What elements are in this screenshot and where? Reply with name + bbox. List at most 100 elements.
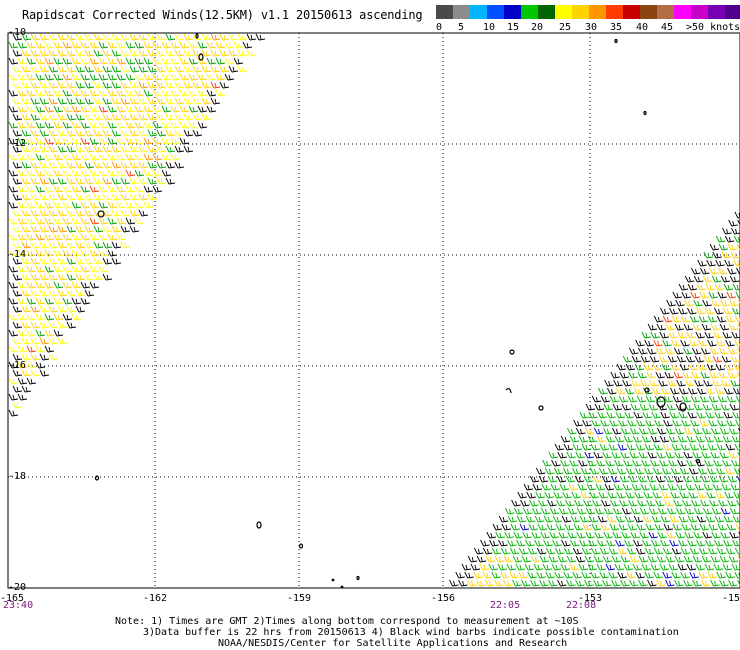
wind-barb [516,515,527,523]
wind-barb [696,283,707,291]
wind-barb [728,451,738,459]
wind-barb [17,265,28,273]
wind-barb [111,241,122,249]
wind-barb [715,491,725,499]
wind-barb [686,563,697,571]
wind-barb [8,297,19,305]
wind-barb [674,323,685,331]
wind-barb [683,323,694,331]
wind-barb [633,411,643,419]
wind-barb [17,393,28,401]
wind-barb [66,193,77,201]
wind-barb [656,347,666,355]
wind-barb [738,299,740,304]
wind-barb [21,337,32,345]
wind-barb [733,363,740,371]
wind-barb [545,571,555,579]
wind-barb [643,363,654,371]
wind-barb [482,547,493,555]
colorbar-segment [470,5,487,19]
wind-barb [655,371,665,379]
wind-barb [614,459,624,467]
wind-barb [62,169,73,177]
wind-barb [21,289,32,297]
wind-barb [8,41,19,49]
wind-barb [120,241,131,249]
wind-barb [603,403,614,411]
wind-barb [138,209,149,217]
wind-barb [546,523,557,531]
wind-barb [581,547,592,555]
wind-barb [30,49,41,57]
wind-barb [35,313,46,321]
wind-barb [17,217,28,225]
wind-barb [592,499,602,507]
wind-barb [30,257,41,265]
wind-barb [727,267,737,275]
wind-barb [62,281,73,289]
wind-barb [529,499,539,507]
wind-barb [665,347,675,355]
wind-barb [120,49,131,57]
wind-barb [183,65,194,73]
wind-barb [89,265,100,273]
wind-barb [98,249,109,257]
colorbar-segment [504,5,521,19]
wind-barb [53,153,64,161]
wind-barb [582,419,592,427]
wind-barb [622,379,632,387]
wind-barb [660,539,670,547]
wind-barb [39,129,50,137]
wind-barb [571,467,582,475]
island [644,387,650,393]
wind-barb [621,531,631,539]
wind-barb [615,539,625,547]
wind-barb [120,145,131,153]
wind-barb [719,579,729,587]
wind-barb [677,563,688,571]
wind-barb [44,233,55,241]
wind-barb [143,153,154,161]
wind-barb [8,121,19,129]
wind-barb [66,321,77,329]
wind-barb [30,305,41,313]
wind-barb [120,129,131,137]
wind-barb [89,169,100,177]
wind-barb [703,483,714,491]
wind-barb [57,257,68,265]
wind-barb [635,443,646,451]
wind-barb [26,201,37,209]
wind-barb [677,331,687,339]
wind-barb [170,137,181,145]
wind-barb [102,209,113,217]
wind-barb [698,339,708,347]
wind-barb [174,49,185,57]
wind-barb [711,427,721,435]
wind-barb [712,251,722,259]
island [195,33,199,39]
wind-barb [156,129,167,137]
wind-barb [515,563,526,571]
wind-barb [125,201,136,209]
wind-barb [734,547,740,555]
islands [94,33,701,589]
wind-barb [66,113,77,121]
wind-barb [698,571,708,579]
wind-barb [44,153,55,161]
wind-barb [26,185,37,193]
wind-barb [120,113,131,121]
wind-barb [71,41,82,49]
wind-barb [572,571,582,579]
wind-barb [147,113,158,121]
wind-barb [707,571,717,579]
colorbar-segment [555,5,572,19]
wind-barb [89,57,100,65]
wind-barb [665,451,675,459]
wind-barb [35,297,46,305]
wind-barb [598,491,608,499]
wind-barb [224,73,235,81]
wind-barb [658,483,669,491]
wind-barb [129,209,140,217]
wind-barb [84,33,95,41]
wind-barb [728,323,739,331]
